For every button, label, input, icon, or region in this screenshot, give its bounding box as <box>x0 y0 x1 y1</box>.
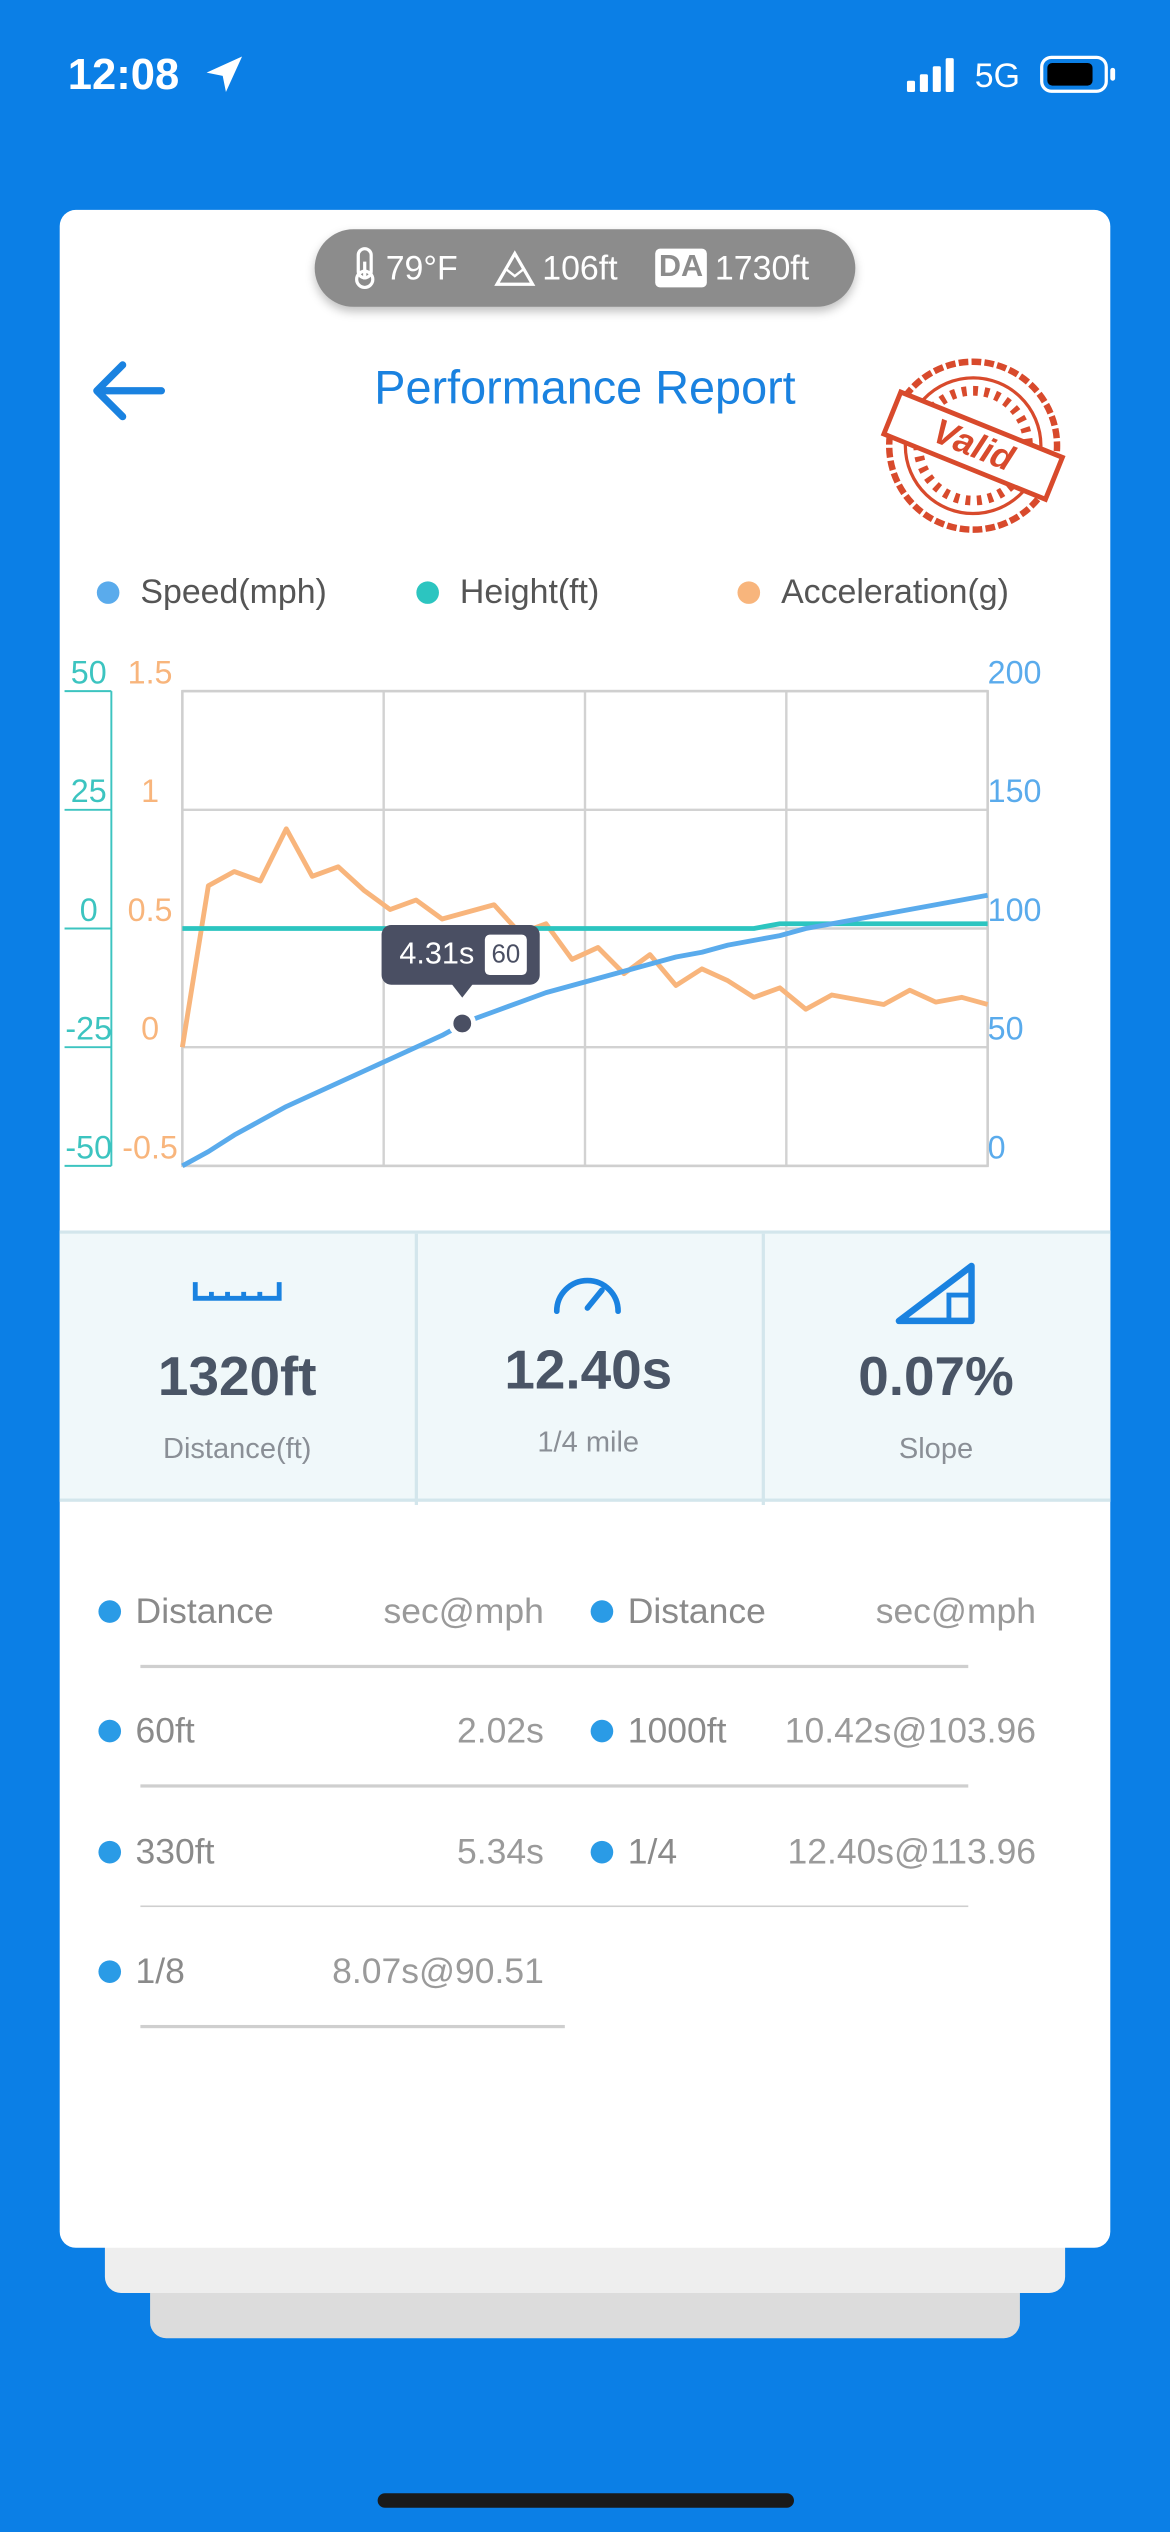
tooltip-time: 4.31s <box>399 937 474 971</box>
y3-tick-label: -0.5 <box>122 1129 178 1165</box>
report-card <box>59 209 1111 2248</box>
tooltip-value: 60 <box>491 940 520 968</box>
tooltip-point <box>448 1009 476 1038</box>
stat-value: 1320ft <box>157 1346 317 1409</box>
row-divider <box>140 1784 969 1788</box>
legend-label: Height(ft) <box>460 573 599 611</box>
y3-tick-label: 1 <box>141 773 159 809</box>
split-name: 1/4 <box>627 1830 678 1872</box>
plot-frame <box>181 689 989 1168</box>
battery-icon <box>1040 55 1116 93</box>
stat-value: 0.07% <box>858 1346 1014 1409</box>
split-value: sec@mph <box>875 1590 1037 1631</box>
back-button[interactable] <box>87 358 168 423</box>
y-tick-label: -25 <box>65 1011 112 1047</box>
y2-tick-label: 150 <box>988 773 1042 809</box>
legend-label: Acceleration(g) <box>781 573 1009 611</box>
bullet <box>98 1960 122 1984</box>
stat-label: Distance(ft) <box>162 1432 312 1465</box>
y-tick-label: 25 <box>71 773 107 809</box>
bullet <box>98 1600 122 1623</box>
split-value: 8.07s@90.51 <box>332 1950 544 1992</box>
bullet <box>98 1720 122 1743</box>
series-line <box>181 892 989 1169</box>
mountain-icon <box>494 250 536 286</box>
altitude: 106ft <box>542 250 618 288</box>
legend-label: Speed(mph) <box>140 573 326 611</box>
split-name: 60ft <box>135 1710 195 1752</box>
conditions-pill <box>314 229 856 307</box>
stat-value: 12.40s <box>504 1340 673 1402</box>
network: 5G <box>974 58 1020 96</box>
density-altitude: 1730ft <box>714 250 810 288</box>
y3-tick-label: 0.5 <box>128 892 173 928</box>
stat-cell: 12.40s 1/4 mile <box>415 1233 765 1505</box>
y3-tick-label: 0 <box>141 1011 159 1047</box>
stat-label: 1/4 mile <box>537 1425 640 1459</box>
y-tick-label: 0 <box>80 892 98 928</box>
bullet <box>590 1840 614 1864</box>
tooltip-pointer <box>450 983 474 998</box>
da-badge: DA <box>655 248 707 288</box>
tooltip-value-box <box>484 934 527 976</box>
split-value: 12.40s@113.96 <box>787 1830 1037 1872</box>
split-name: Distance <box>135 1590 274 1631</box>
series-line <box>182 921 988 931</box>
y2-tick-label: 100 <box>988 892 1042 928</box>
stat-cell: 0.07% Slope <box>762 1234 1111 1505</box>
bullet <box>590 1600 614 1623</box>
bullet <box>590 1720 614 1743</box>
legend-dot <box>737 581 761 604</box>
y3-tick-label: 1.5 <box>128 655 173 691</box>
legend-dot <box>416 581 439 604</box>
bullet <box>98 1840 122 1864</box>
row-divider <box>140 1664 969 1668</box>
speedometer-icon <box>553 1277 621 1315</box>
signal-icon <box>906 58 954 93</box>
split-name: Distance <box>627 1590 766 1631</box>
y-tick-label: -50 <box>65 1129 112 1165</box>
split-name: 330ft <box>135 1830 215 1872</box>
ruler-icon <box>192 1282 282 1301</box>
split-name: 1/8 <box>135 1950 185 1992</box>
chart: Speed(mph) Height(ft) Acceleration(g) -50 -2… <box>64 573 1042 1169</box>
temperature: 79°F <box>385 250 458 288</box>
y2-tick-label: 50 <box>988 1011 1024 1047</box>
split-value: 5.34s <box>456 1830 544 1872</box>
legend-dot <box>96 581 120 604</box>
y2-tick-label: 200 <box>988 655 1042 691</box>
stat-label: Slope <box>898 1432 974 1465</box>
valid-stamp: Valid <box>880 358 1066 533</box>
page-title: Performance Report <box>374 363 796 416</box>
clock: 12:08 <box>67 50 180 99</box>
stat-cell: 1320ft Distance(ft) <box>60 1233 418 1505</box>
split-value: sec@mph <box>383 1590 544 1631</box>
slope-icon <box>895 1262 975 1325</box>
thermometer-icon <box>355 247 375 290</box>
row-divider <box>140 2025 565 2028</box>
row-divider <box>140 1905 969 1908</box>
series-line <box>179 826 989 1048</box>
y2-tick-label: 0 <box>988 1129 1006 1165</box>
stats-band: 1320ft Distance(ft) 12.40s 1/4 mile 0.07… <box>59 1230 1111 1505</box>
y-tick-label: 50 <box>71 655 107 691</box>
split-value: 2.02s <box>456 1710 544 1752</box>
home-indicator <box>377 2493 794 2508</box>
split-name: 1000ft <box>627 1710 727 1752</box>
split-value: 10.42s@103.96 <box>784 1710 1037 1752</box>
location-icon <box>206 56 243 93</box>
